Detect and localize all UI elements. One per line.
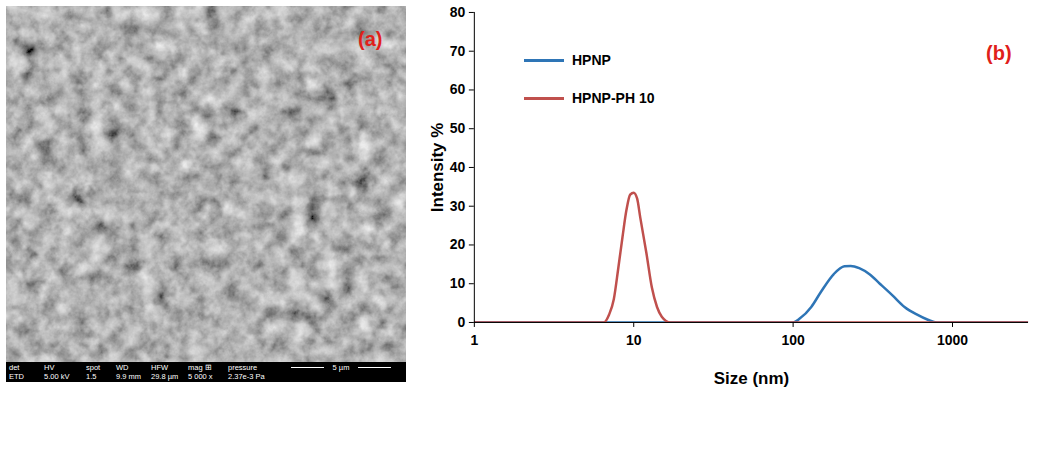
svg-text:40: 40: [450, 159, 466, 175]
svg-text:60: 60: [450, 81, 466, 97]
svg-text:HFW: HFW: [151, 363, 169, 372]
svg-text:70: 70: [450, 43, 466, 59]
svg-text:5 000 x: 5 000 x: [188, 372, 213, 381]
svg-text:50: 50: [450, 120, 466, 136]
svg-text:0: 0: [458, 314, 466, 330]
html-text:HPNP: HPNP: [572, 52, 611, 68]
svg-text:mag ⊞: mag ⊞: [188, 363, 212, 372]
svg-text:1: 1: [470, 332, 478, 348]
svg-text:Size (nm): Size (nm): [714, 369, 789, 388]
html-text:(b): (b): [986, 42, 1012, 64]
svg-text:5.00 kV: 5.00 kV: [44, 372, 69, 381]
svg-text:Intensity %: Intensity %: [427, 123, 446, 212]
svg-text:1.5: 1.5: [86, 372, 96, 381]
svg-text:80: 80: [450, 4, 466, 20]
svg-text:9.9 mm: 9.9 mm: [116, 372, 141, 381]
svg-text:29.8 µm: 29.8 µm: [151, 372, 178, 381]
svg-text:2.37e-3 Pa: 2.37e-3 Pa: [228, 372, 266, 381]
svg-text:spot: spot: [86, 363, 101, 372]
html-text:(a): (a): [358, 28, 383, 50]
svg-text:20: 20: [450, 236, 466, 252]
svg-text:10: 10: [450, 275, 466, 291]
svg-text:100: 100: [781, 332, 805, 348]
svg-text:30: 30: [450, 198, 466, 214]
svg-text:1000: 1000: [937, 332, 968, 348]
svg-text:ETD: ETD: [9, 372, 25, 381]
svg-text:10: 10: [626, 332, 642, 348]
svg-text:WD: WD: [116, 363, 129, 372]
svg-text:HV: HV: [44, 363, 54, 372]
html-text:HPNP-PH 10: HPNP-PH 10: [572, 90, 655, 106]
svg-text:det: det: [9, 363, 20, 372]
svg-text:5 µm: 5 µm: [333, 363, 350, 372]
svg-text:pressure: pressure: [228, 363, 257, 372]
